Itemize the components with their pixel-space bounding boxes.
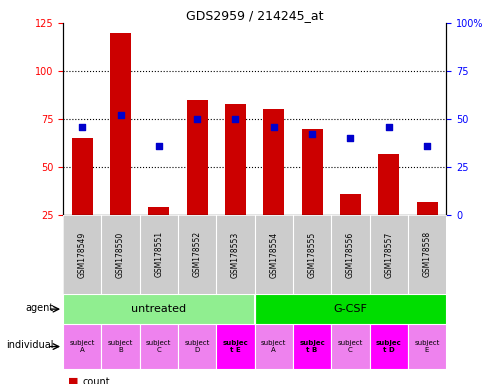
Bar <box>63 294 254 324</box>
Bar <box>186 100 207 215</box>
Text: GSM178557: GSM178557 <box>383 231 393 278</box>
Text: agent: agent <box>25 303 53 313</box>
Bar <box>101 324 139 369</box>
Text: subject
D: subject D <box>184 340 210 353</box>
Title: GDS2959 / 214245_at: GDS2959 / 214245_at <box>185 9 323 22</box>
Bar <box>225 104 245 215</box>
Text: subjec
t B: subjec t B <box>299 340 324 353</box>
Bar <box>263 109 284 215</box>
Text: GSM178549: GSM178549 <box>77 231 87 278</box>
Text: subject
C: subject C <box>337 340 363 353</box>
Text: GSM178555: GSM178555 <box>307 231 316 278</box>
Text: subject
A: subject A <box>260 340 286 353</box>
Point <box>231 116 239 122</box>
Point <box>193 116 200 122</box>
Point <box>384 124 392 130</box>
Text: GSM178554: GSM178554 <box>269 231 278 278</box>
Text: subject
C: subject C <box>146 340 171 353</box>
Text: count: count <box>82 377 110 384</box>
Text: GSM178552: GSM178552 <box>192 231 201 278</box>
Point <box>346 135 353 141</box>
Bar <box>139 324 178 369</box>
Bar <box>254 324 292 369</box>
Text: individual: individual <box>6 340 53 351</box>
Point <box>269 124 277 130</box>
Bar <box>178 324 216 369</box>
Point <box>116 112 124 118</box>
Text: ■: ■ <box>68 377 78 384</box>
Point <box>78 124 86 130</box>
Bar <box>301 129 322 215</box>
Text: subject
B: subject B <box>107 340 133 353</box>
Bar <box>148 207 169 215</box>
Bar <box>292 324 331 369</box>
Bar <box>216 324 254 369</box>
Bar <box>254 294 445 324</box>
Text: subject
E: subject E <box>413 340 439 353</box>
Text: subjec
t D: subjec t D <box>375 340 401 353</box>
Bar <box>339 194 360 215</box>
Point <box>307 131 315 137</box>
Bar <box>378 154 398 215</box>
Text: untreated: untreated <box>131 304 186 314</box>
Text: GSM178550: GSM178550 <box>116 231 125 278</box>
Text: G-CSF: G-CSF <box>333 304 366 314</box>
Text: GSM178553: GSM178553 <box>230 231 240 278</box>
Bar <box>63 324 101 369</box>
Text: GSM178551: GSM178551 <box>154 231 163 278</box>
Bar <box>416 202 437 215</box>
Bar <box>369 324 407 369</box>
Point <box>154 143 162 149</box>
Bar <box>110 33 131 215</box>
Text: subjec
t E: subjec t E <box>222 340 248 353</box>
Text: GSM178558: GSM178558 <box>422 231 431 278</box>
Point <box>422 143 430 149</box>
Bar <box>72 138 92 215</box>
Bar <box>407 324 445 369</box>
Text: subject
A: subject A <box>69 340 95 353</box>
Text: GSM178556: GSM178556 <box>345 231 354 278</box>
Bar <box>331 324 369 369</box>
